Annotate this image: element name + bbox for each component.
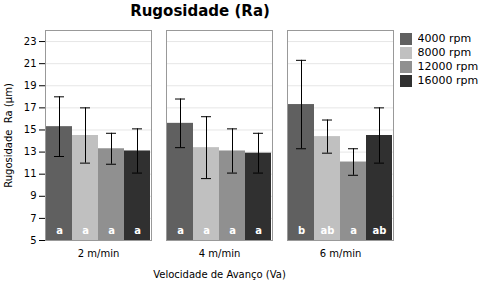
svg-text:a: a xyxy=(108,225,115,236)
svg-text:a: a xyxy=(56,225,63,236)
svg-text:ab: ab xyxy=(373,225,387,236)
svg-text:21: 21 xyxy=(24,58,37,69)
svg-text:4 m/min: 4 m/min xyxy=(199,248,241,259)
svg-text:15: 15 xyxy=(24,124,37,135)
svg-text:a: a xyxy=(350,225,357,236)
svg-text:6 m/min: 6 m/min xyxy=(320,248,362,259)
svg-text:19: 19 xyxy=(24,80,37,91)
html-text:16000 rpm: 16000 rpm xyxy=(417,74,479,87)
svg-text:9: 9 xyxy=(30,190,36,201)
svg-text:a: a xyxy=(177,225,184,236)
svg-text:23: 23 xyxy=(24,36,37,47)
svg-text:17: 17 xyxy=(24,102,37,113)
svg-text:Velocidade de Avanço (Va): Velocidade de Avanço (Va) xyxy=(153,269,286,280)
svg-text:2 m/min: 2 m/min xyxy=(78,248,120,259)
svg-text:a: a xyxy=(134,225,141,236)
svg-text:11: 11 xyxy=(24,168,37,179)
html-text:4000 rpm: 4000 rpm xyxy=(417,32,472,45)
svg-text:Rugosidade Ra (μm): Rugosidade Ra (μm) xyxy=(3,83,14,188)
svg-text:a: a xyxy=(255,225,262,236)
svg-text:a: a xyxy=(229,225,236,236)
svg-text:5: 5 xyxy=(30,235,36,246)
svg-text:ab: ab xyxy=(321,225,335,236)
html-text:8000 rpm: 8000 rpm xyxy=(417,46,472,59)
svg-text:7: 7 xyxy=(30,213,36,224)
svg-text:13: 13 xyxy=(24,146,37,157)
svg-text:a: a xyxy=(203,225,210,236)
svg-text:a: a xyxy=(82,225,89,236)
html-text:12000 rpm: 12000 rpm xyxy=(417,60,479,73)
html-text:Rugosidade (Ra): Rugosidade (Ra) xyxy=(130,2,270,20)
svg-text:b: b xyxy=(298,225,305,236)
